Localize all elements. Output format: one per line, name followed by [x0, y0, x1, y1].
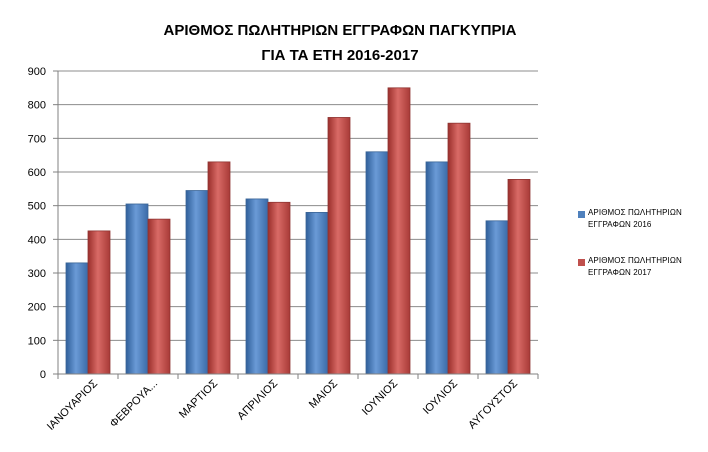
- legend-swatch-2016: [578, 211, 585, 218]
- y-tick-label: 400: [28, 234, 46, 246]
- legend-label-2016: ΑΡΙΘΜΟΣ ΠΩΛΗΤΗΡΙΩΝ ΕΓΓΡΑΦΩΝ 2016: [588, 208, 682, 229]
- bar-2016: [185, 190, 209, 375]
- x-tick-label: ΦΕΒΡΟΥΑ...: [108, 378, 160, 430]
- bar-2016: [245, 198, 269, 375]
- y-tick-label: 900: [28, 66, 46, 78]
- bar-2016: [305, 211, 329, 375]
- bar-2016: [485, 220, 509, 375]
- y-tick-label: 700: [28, 133, 46, 145]
- y-tick-label: 800: [28, 100, 46, 112]
- legend: ΑΡΙΘΜΟΣ ΠΩΛΗΤΗΡΙΩΝ ΕΓΓΡΑΦΩΝ 2016 ΑΡΙΘΜΟΣ…: [578, 207, 706, 303]
- legend-swatch-2017: [578, 259, 585, 266]
- bar-2017: [327, 117, 351, 375]
- bar-2017: [87, 230, 111, 375]
- chart-title-line-1: ΑΡΙΘΜΟΣ ΠΩΛΗΤΗΡΙΩΝ ΕΓΓΡΑΦΩΝ ΠΑΓΚΥΠΡΙΑ: [163, 22, 517, 39]
- legend-label-2017: ΑΡΙΘΜΟΣ ΠΩΛΗΤΗΡΙΩΝ ΕΓΓΡΑΦΩΝ 2017: [588, 256, 682, 277]
- bar-2017: [147, 218, 171, 375]
- x-tick-label: ΜΑΙΟΣ: [307, 378, 340, 411]
- x-tick-label: ΙΟΥΛΙΟΣ: [421, 378, 460, 417]
- bar-2017: [447, 122, 471, 375]
- y-tick-label: 600: [28, 167, 46, 179]
- bar-2016: [65, 262, 89, 375]
- bar-2016: [365, 151, 389, 375]
- bar-2017: [267, 201, 291, 375]
- bar-2016: [425, 161, 449, 375]
- y-tick-label: 100: [28, 335, 46, 347]
- bar-2017: [207, 161, 231, 375]
- bar-2016: [125, 203, 149, 375]
- chart-title-line-2: ΓΙΑ ΤΑ ΕΤΗ 2016-2017: [261, 47, 419, 64]
- legend-item-2017: ΑΡΙΘΜΟΣ ΠΩΛΗΤΗΡΙΩΝ ΕΓΓΡΑΦΩΝ 2017: [578, 255, 706, 279]
- x-tick-label: ΑΠΡΙΛΙΟΣ: [235, 377, 280, 422]
- x-tick-label: ΙΟΥΝΙΟΣ: [360, 377, 400, 417]
- x-tick-label: ΜΑΡΤΙΟΣ: [177, 377, 220, 420]
- bar-2017: [507, 179, 531, 375]
- y-tick-label: 500: [28, 201, 46, 213]
- y-tick-label: 0: [40, 369, 46, 381]
- x-tick-label: ΑΥΓΟΥΣΤΟΣ: [466, 378, 520, 432]
- x-tick-label: ΙΑΝΟΥΑΡΙΟΣ: [45, 378, 100, 433]
- y-tick-label: 200: [28, 302, 46, 314]
- legend-item-2016: ΑΡΙΘΜΟΣ ΠΩΛΗΤΗΡΙΩΝ ΕΓΓΡΑΦΩΝ 2016: [578, 207, 706, 231]
- y-tick-label: 300: [28, 268, 46, 280]
- bar-2017: [387, 87, 411, 375]
